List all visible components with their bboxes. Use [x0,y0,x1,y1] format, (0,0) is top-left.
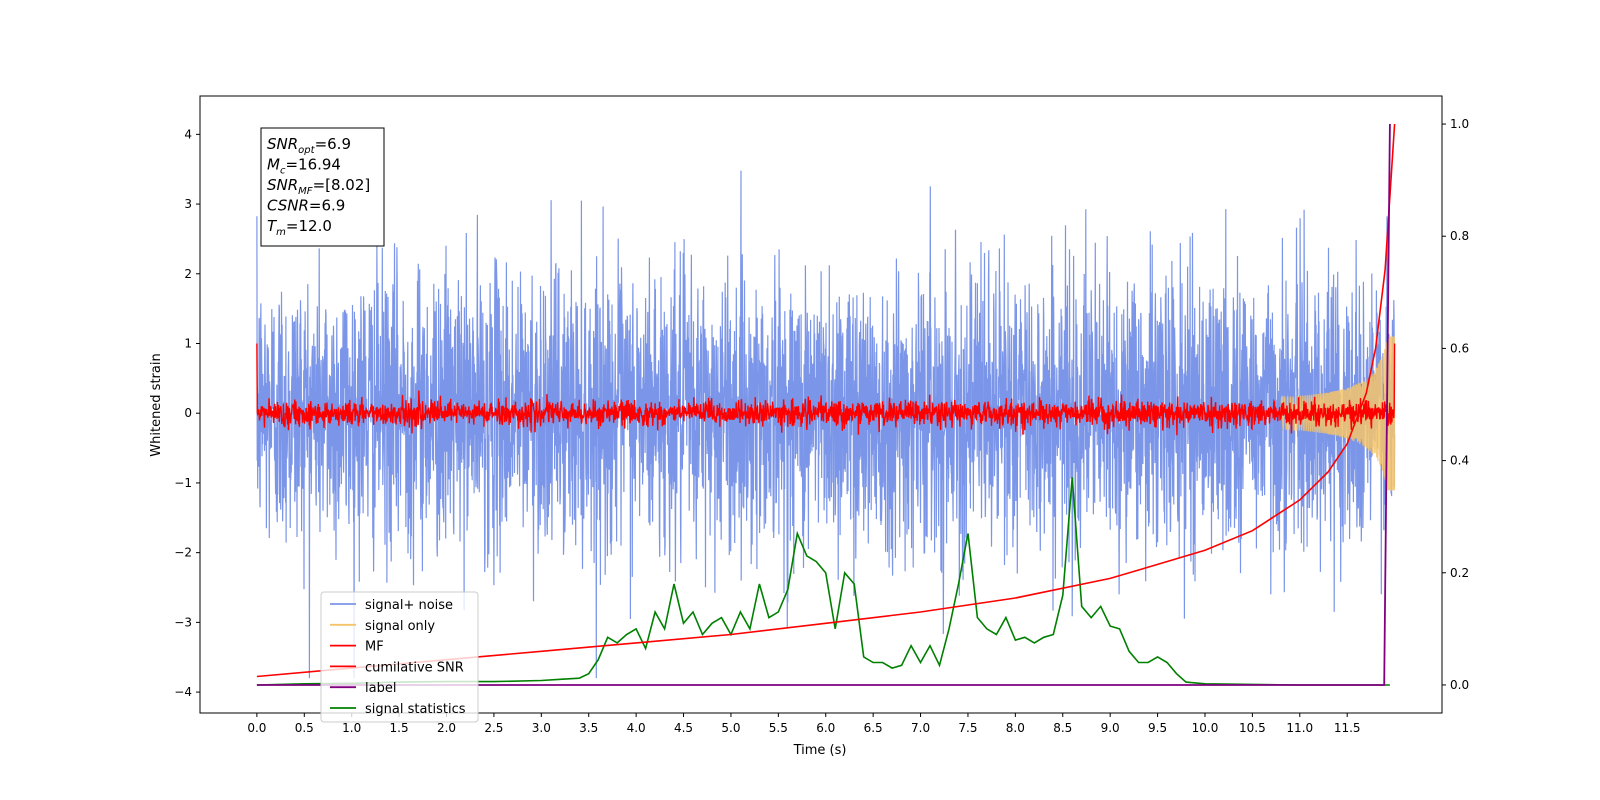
x-tick-label: 8.5 [1053,721,1072,735]
x-tick-label: 5.5 [769,721,788,735]
annotation-line: Tm=12.0 [267,217,332,238]
x-tick-label: 5.0 [721,721,740,735]
annotation-line: SNRopt=6.9 [267,135,351,156]
annotation-box: SNRopt=6.9Mc=16.94SNRMF=[8.02]CSNR=6.9Tm… [260,127,385,247]
series-signal-statistics [256,477,1390,686]
x-tick-label: 2.0 [437,721,456,735]
annotation-symbol: CSNR [267,197,309,215]
annotation-value: =12.0 [286,217,332,235]
x-tick-label: 9.5 [1148,721,1167,735]
legend-entry: signal+ noise [365,598,453,613]
y2-tick-label: 0.4 [1450,454,1469,468]
legend-entry: signal statistics [365,702,466,717]
legend-entry: MF [365,640,384,655]
x-tick-label: 7.0 [911,721,930,735]
series-label [256,123,1391,686]
annotation-line: SNRMF=[8.02] [267,176,370,197]
x-tick-label: 6.5 [864,721,883,735]
y-tick-label: −4 [174,685,192,699]
axes-frame [199,95,1443,714]
x-tick-label: 10.5 [1239,721,1266,735]
annotation-symbol: M [267,156,280,174]
x-tick-label: 8.0 [1006,721,1025,735]
x-tick-label: 10.0 [1192,721,1219,735]
y2-tick-label: 0.8 [1450,229,1469,243]
y2-tick-label: 0.2 [1450,566,1469,580]
y-tick-label: 1 [184,336,192,350]
legend-frame [320,591,479,723]
annotation-frame [260,127,385,247]
x-tick-label: 0.0 [247,721,266,735]
y-tick-label: −1 [174,476,192,490]
x-tick-label: 4.5 [674,721,693,735]
x-tick-label: 1.0 [342,721,361,735]
x-axis-ticks: 0.0 0.5 1.0 1.5 2.0 2.5 3.0 3.5 4.0 4.5 5.0 5.5 6.0 6… [247,713,1361,735]
x-tick-label: 11.5 [1334,721,1361,735]
y2-tick-label: 1.0 [1450,117,1469,131]
y2-tick-label: 0.6 [1450,341,1469,355]
x-tick-label: 0.5 [295,721,314,735]
x-tick-label: 6.0 [816,721,835,735]
x-tick-label: 3.0 [532,721,551,735]
x-axis-label: Time (s) [793,743,847,758]
y2-tick-label: 0.0 [1450,678,1469,692]
y-axis-label: Whitened strain [149,353,164,456]
annotation-subscript: MF [298,186,313,197]
legend-entry: label [365,681,396,696]
y2-axis-ticks: 0.0 0.2 0.4 0.6 0.8 1.0 [1442,117,1469,692]
legend-entry: cumilative SNR [365,660,464,675]
series-cumulative-snr [256,123,1396,678]
legend-entry: signal only [365,619,435,634]
annotation-subscript: c [280,166,286,177]
x-tick-label: 2.5 [484,721,503,735]
annotation-line: CSNR=6.9 [267,197,345,215]
annotation-subscript: m [276,227,286,238]
y-tick-label: 4 [184,127,192,141]
annotation-value: =16.94 [285,156,341,174]
y-axis-ticks: −4 −3 −2 −1 0 1 2 3 4 [174,127,200,699]
y-tick-label: −3 [174,615,192,629]
series-mf [256,343,1396,436]
x-tick-label: 7.5 [958,721,977,735]
y-tick-label: 3 [184,197,192,211]
annotation-line: Mc=16.94 [267,156,341,177]
x-tick-label: 9.0 [1101,721,1120,735]
x-tick-label: 3.5 [579,721,598,735]
y-tick-label: 0 [184,406,192,420]
x-tick-label: 11.0 [1286,721,1313,735]
annotation-value: =6.9 [315,135,351,153]
annotation-symbol: SNR [267,176,298,194]
x-tick-label: 1.5 [390,721,409,735]
x-tick-label: 4.0 [627,721,646,735]
annotation-subscript: opt [298,145,315,156]
y-tick-label: −2 [174,546,192,560]
annotation-symbol: SNR [267,135,298,153]
annotation-value: =[8.02] [313,176,371,194]
annotation-symbol: T [267,217,278,235]
legend: signal+ noise signal only MF cumilative SNR… [320,591,479,723]
series-layer [256,123,1396,686]
annotation-value: =6.9 [309,197,345,215]
y-tick-label: 2 [184,267,192,281]
